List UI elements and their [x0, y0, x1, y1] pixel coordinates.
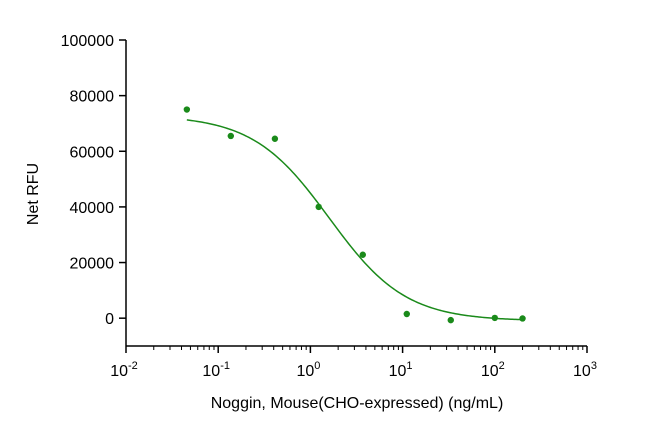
- data-point: [491, 314, 498, 322]
- fit-curve: [186, 119, 523, 321]
- y-tick-label: 20000: [70, 256, 115, 273]
- x-tick-label: 103: [573, 360, 597, 380]
- plot-area: 0 20000 40000 60000 80000 100000 10-2 10-1 100 10…: [61, 33, 597, 380]
- x-tick-label: 10-1: [202, 360, 230, 380]
- data-point: [403, 310, 410, 318]
- data-point: [183, 106, 191, 113]
- y-tick-label: 100000: [61, 33, 114, 50]
- x-tick-label: 100: [296, 360, 320, 380]
- data-point: [359, 251, 366, 258]
- y-tick-label: 80000: [70, 89, 115, 106]
- x-axis-title: Noggin, Mouse(CHO-expressed) (ng/mL): [211, 395, 504, 412]
- y-tick-label: 60000: [70, 144, 115, 161]
- data-point: [227, 132, 235, 140]
- y-tick-label: 0: [105, 311, 114, 328]
- y-axis-title: Net RFU: [25, 163, 42, 225]
- x-tick-label: 101: [389, 360, 413, 380]
- data-point: [447, 316, 454, 324]
- data-point: [271, 135, 279, 142]
- x-tick-label: 102: [481, 360, 505, 380]
- x-tick-label: 10-2: [110, 360, 138, 380]
- data-point: [519, 315, 526, 322]
- data-point: [315, 203, 322, 211]
- y-tick-label: 40000: [70, 200, 115, 217]
